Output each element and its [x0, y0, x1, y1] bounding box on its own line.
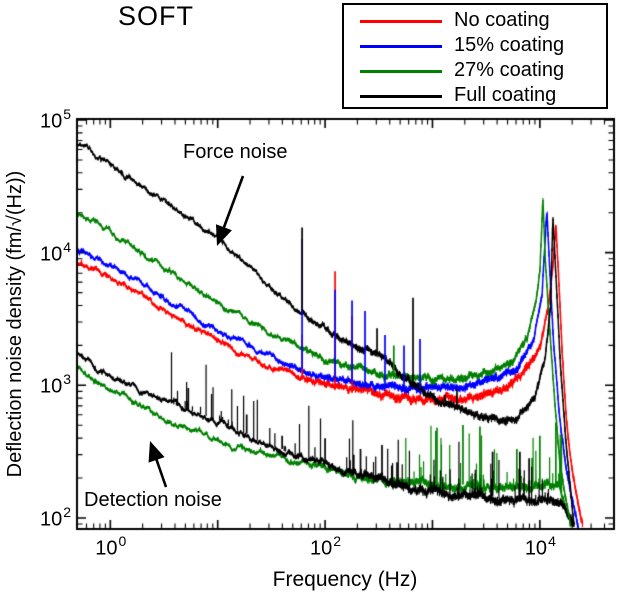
legend-color-line — [360, 70, 442, 73]
legend-item-label: 27% coating — [454, 59, 565, 81]
legend-item: 15% coating — [344, 33, 606, 58]
legend-item-label: No coating — [454, 9, 550, 31]
x-tick-label: 104 — [524, 533, 556, 560]
chart-title: SOFT — [118, 1, 194, 31]
legend-color-line — [360, 45, 442, 48]
legend-item: 27% coating — [344, 58, 606, 83]
legend-item: Full coating — [344, 83, 606, 108]
x-axis-label: Frequency (Hz) — [272, 568, 418, 591]
legend-item: No coating — [344, 8, 606, 33]
y-axis-label: Deflection noise density (fm/√(Hz)) — [4, 170, 26, 478]
annotation-detection-noise: Detection noise — [84, 489, 222, 511]
y-tick-label: 105 — [39, 106, 71, 133]
y-tick-label: 104 — [39, 238, 71, 266]
legend-color-line — [360, 20, 442, 23]
y-tick-label: 102 — [39, 503, 71, 531]
legend-color-line — [360, 95, 442, 98]
x-tick-label: 102 — [310, 533, 342, 560]
legend-item-label: 15% coating — [454, 34, 565, 56]
annotation-force-noise: Force noise — [183, 141, 288, 163]
legend: No coating 15% coating 27% coating Full coa… — [342, 3, 608, 109]
legend-item-label: Full coating — [454, 84, 557, 106]
x-tick-label: 100 — [95, 533, 127, 560]
y-tick-label: 103 — [39, 371, 71, 398]
